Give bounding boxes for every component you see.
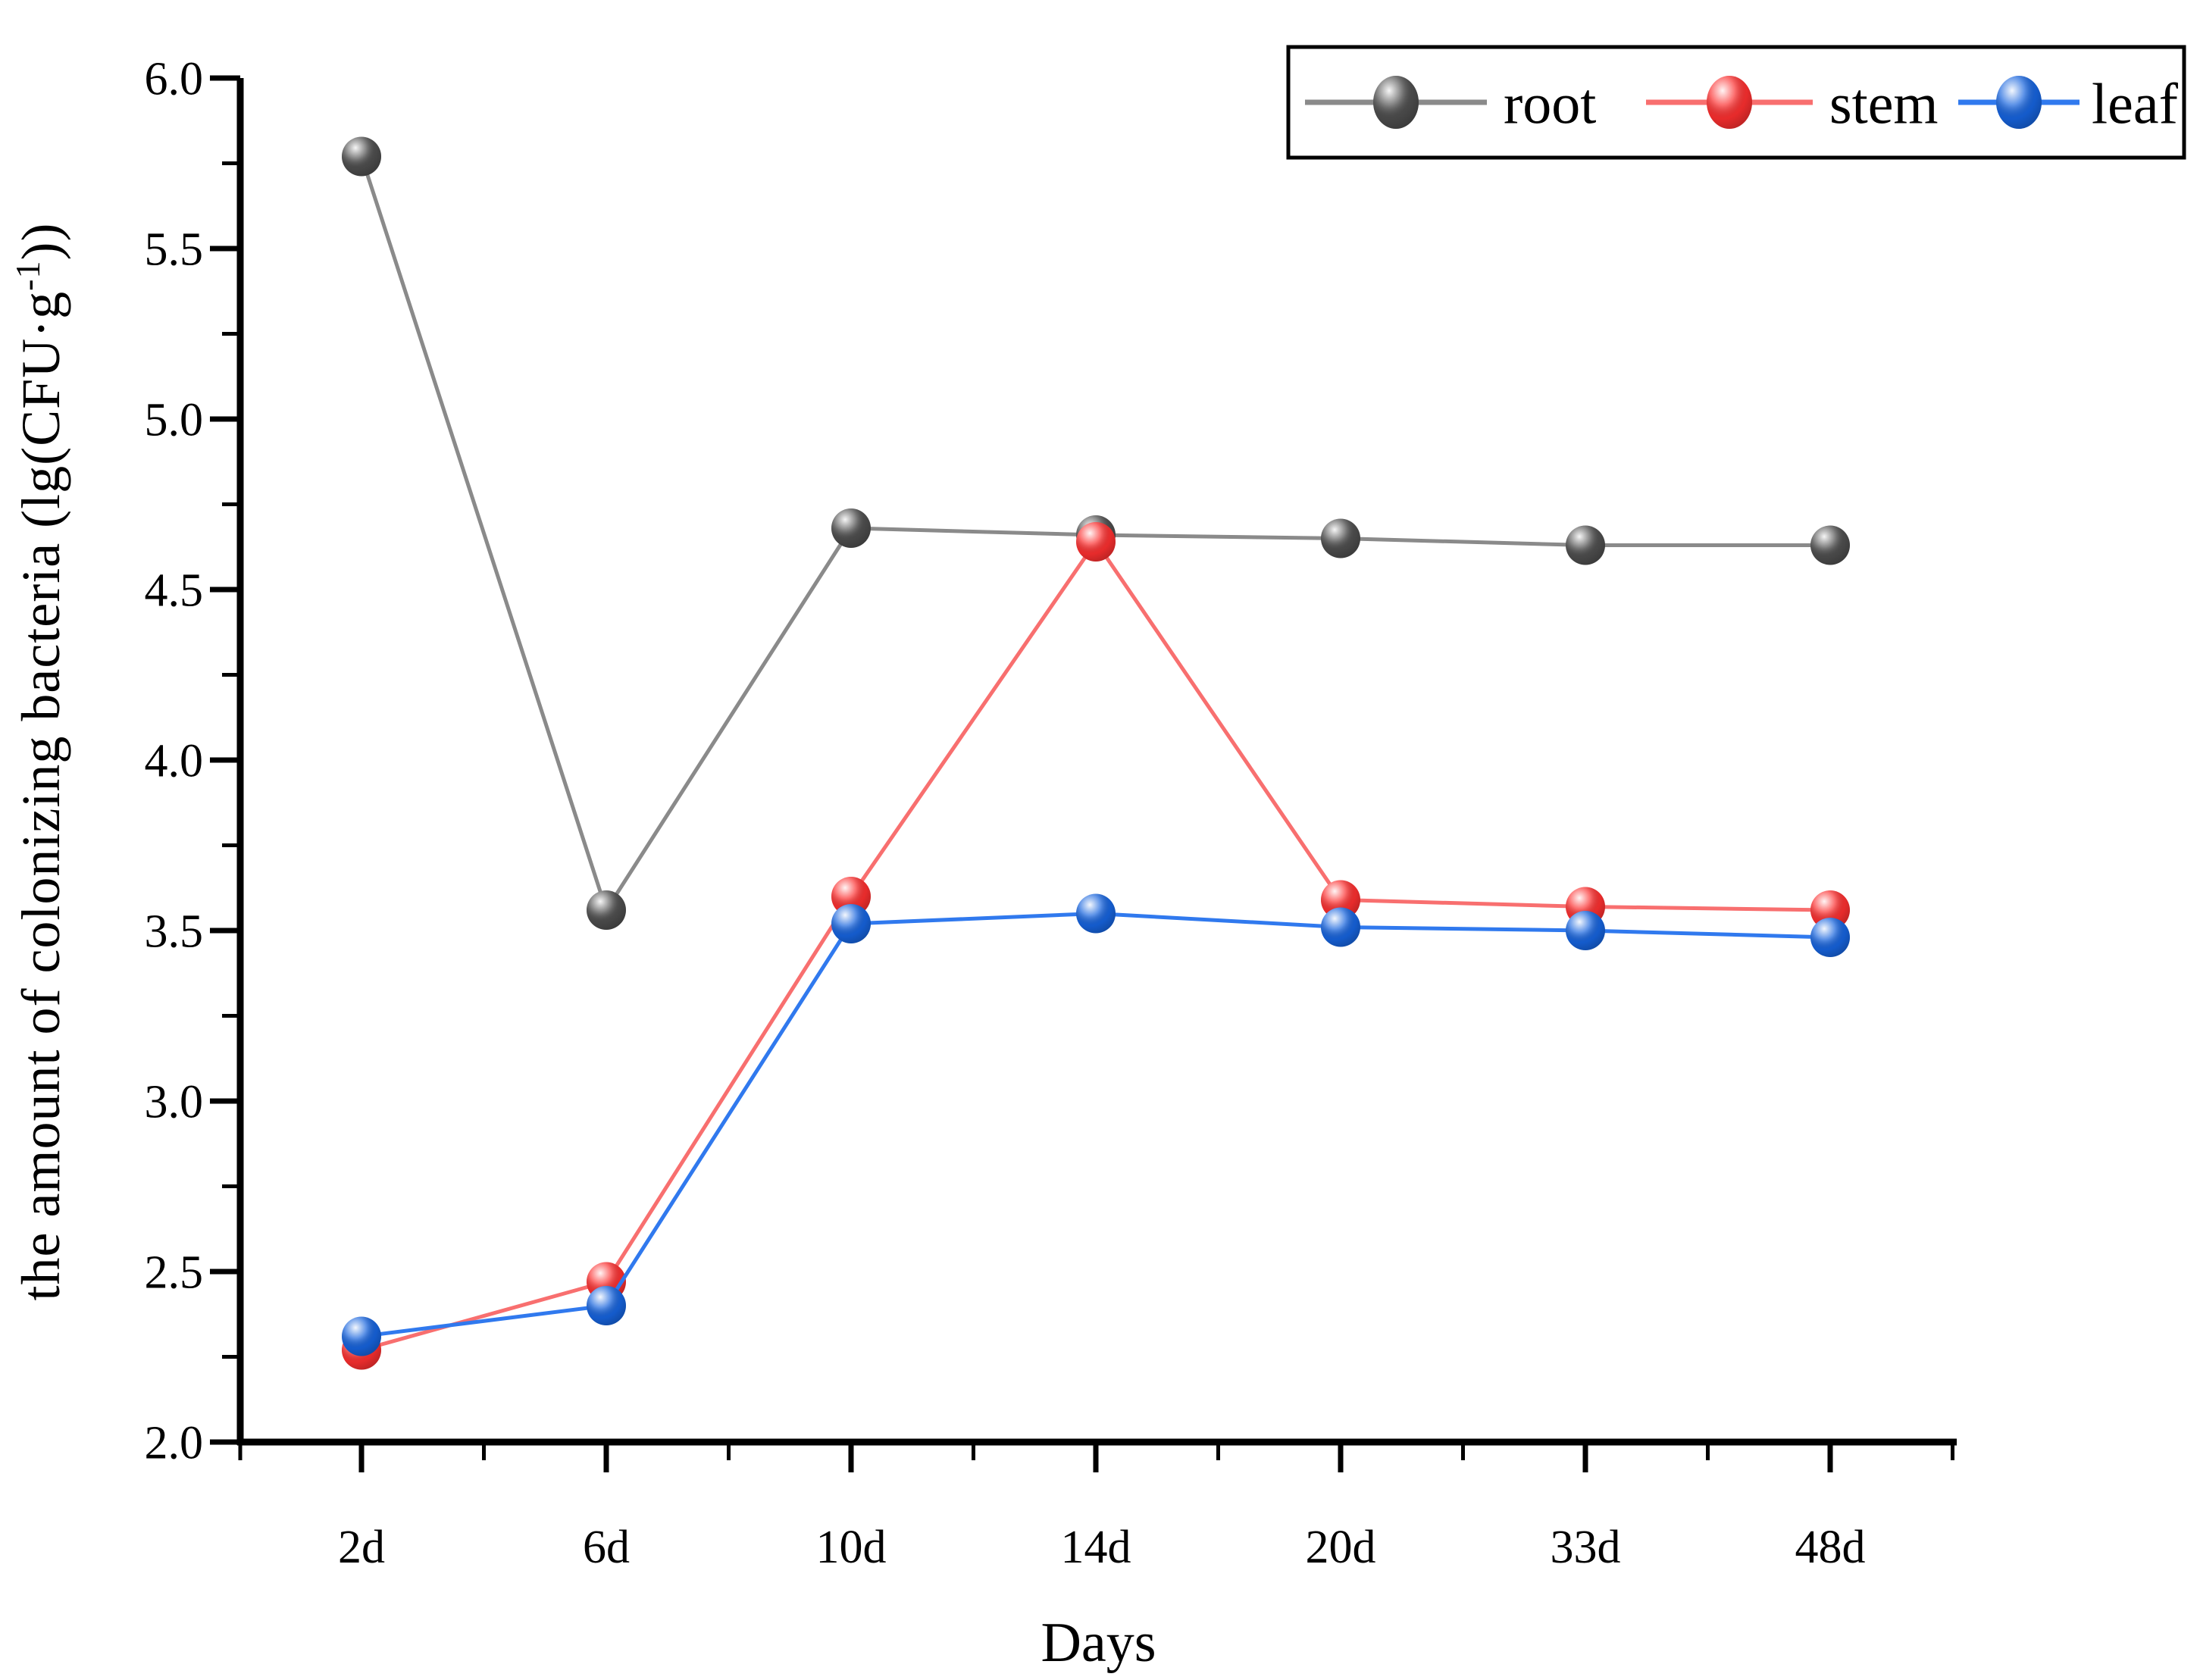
data-point-shine [1810,890,1850,930]
y-tick-label: 3.5 [145,906,204,958]
series-line-stem [361,538,1831,1352]
y-tick-label: 6.0 [145,54,204,105]
legend-label-root: root [1504,72,1596,136]
legend-marker-shine [1373,76,1419,129]
axes: 2.0 2.5 3.0 3.5 4.0 4.5 5.0 5.5 6.0 2d 6d 10d 14d 20d… [145,54,1957,1573]
data-point-shine [831,877,871,916]
data-point-shine [1321,907,1360,947]
x-tick-label: 10d [816,1522,887,1573]
data-point-shine [1076,893,1116,934]
legend-marker-shine [1707,76,1752,129]
legend-label-leaf: leaf [2092,72,2179,136]
y-axis-title-superscript: -1 [8,260,47,290]
series-stem [342,522,1850,1370]
series-line-leaf [361,911,1831,1338]
y-tick-label: 5.0 [145,395,204,446]
legend-item-stem: stem [1646,72,1939,136]
data-point-shine [1810,918,1850,957]
y-tick-label: 2.5 [145,1247,204,1299]
y-tick-label: 4.5 [145,565,204,617]
data-point-shine [1810,525,1850,565]
x-tick-label: 48d [1795,1522,1866,1573]
series-leaf [342,893,1850,1356]
legend-item-leaf: leaf [1958,72,2179,136]
legend-item-root: root [1305,72,1596,136]
x-tick-label: 2d [338,1522,385,1573]
y-axis-title-main: the amount of colonizing bacteria (lg(CF… [11,291,71,1301]
x-tick-label: 33d [1551,1522,1621,1573]
x-axis-title: Days [1041,1612,1156,1674]
data-point-shine [831,508,871,548]
x-tick-label: 6d [583,1522,630,1573]
data-point-shine [342,136,381,177]
y-tick-label: 4.0 [145,736,204,787]
data-point-shine [342,1316,381,1356]
y-axis-title-close: )) [11,223,71,261]
y-tick-label: 3.0 [145,1077,204,1128]
data-point-shine [1566,911,1605,950]
data-point-shine [1321,880,1360,920]
y-tick-label: 2.0 [145,1418,204,1469]
legend-label-stem: stem [1829,72,1939,136]
legend-marker-shine [1996,76,2042,129]
data-point-shine [587,1286,626,1325]
x-tick-label: 14d [1061,1522,1131,1573]
data-point-shine [1321,518,1360,558]
data-point-shine [587,890,626,930]
data-point-shine [1076,522,1116,562]
x-tick-label: 20d [1306,1522,1376,1573]
legend: root stem leaf [1286,45,2186,160]
data-point-shine [831,904,871,943]
y-tick-label: 5.5 [145,224,204,276]
data-point-shine [1566,525,1605,565]
y-axis-title: the amount of colonizing bacteria (lg(CF… [8,223,71,1301]
